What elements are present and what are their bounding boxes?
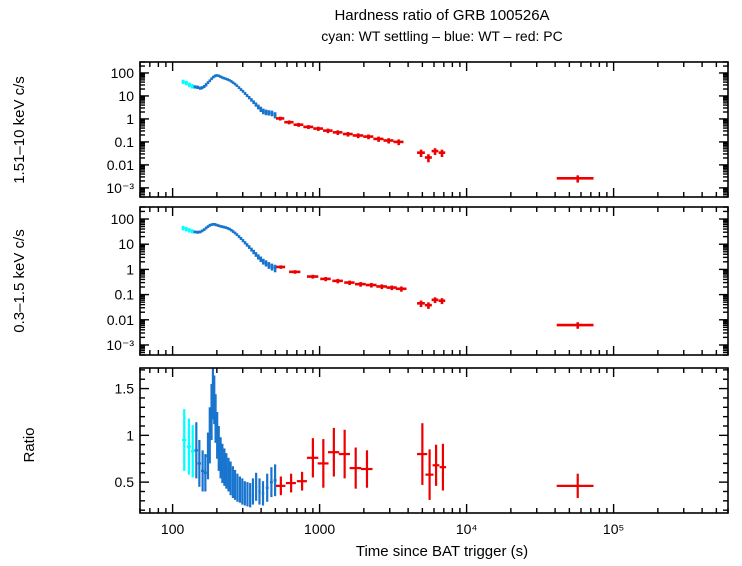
- x-tick-label: 100: [161, 521, 185, 537]
- y-tick-label: 10⁻³: [106, 337, 134, 353]
- y-tick-label: 100: [111, 211, 135, 227]
- panel-top: 100 10 1 0.1 0.01 10⁻³: [106, 61, 729, 198]
- y-tick-label: 1: [126, 261, 134, 277]
- x-tick-label: 10⁵: [603, 521, 624, 537]
- y-axis-label-bottom: Ratio: [21, 427, 38, 462]
- series-wt-settling: [181, 225, 194, 234]
- series-pc: [276, 265, 594, 329]
- y-tick-label: 0.1: [115, 134, 135, 150]
- y-tick-labels-bottom: 0.5 1 1.5: [115, 381, 135, 491]
- series-pc: [275, 423, 594, 500]
- y-tick-label: 1: [126, 427, 134, 443]
- y-tick-label: 1: [126, 111, 134, 127]
- y-tick-label: 0.1: [115, 287, 135, 303]
- y-tick-labels-middle: 100 10 1 0.1 0.01 10⁻³: [106, 211, 134, 353]
- series-wt: [194, 368, 277, 508]
- x-tick-labels: 100 1000 10⁴ 10⁵: [161, 521, 624, 537]
- series-wt-settling: [181, 79, 194, 89]
- panel-middle: 100 10 1 0.1 0.01 10⁻³: [106, 206, 729, 356]
- y-tick-label: 10: [118, 236, 134, 252]
- series-wt-settling: [182, 409, 195, 478]
- series-wt: [193, 74, 277, 119]
- ticks-bottom: [139, 368, 729, 513]
- ticks-middle: [139, 206, 729, 356]
- x-axis-label: Time since BAT trigger (s): [356, 543, 528, 560]
- y-axis-label-top: 1.51–10 keV c/s: [11, 76, 28, 184]
- figure-title: Hardness ratio of GRB 100526A: [334, 7, 549, 24]
- series-wt: [193, 222, 277, 273]
- y-tick-labels-top: 100 10 1 0.1 0.01 10⁻³: [106, 65, 134, 196]
- y-tick-label: 100: [111, 65, 135, 81]
- panel-bottom: 0.5 1 1.5: [115, 367, 729, 514]
- y-tick-label: 10: [118, 88, 134, 104]
- y-axis-label-middle: 0.3–1.5 keV c/s: [11, 229, 28, 332]
- x-tick-label: 1000: [304, 521, 335, 537]
- figure-legend-text: cyan: WT settling – blue: WT – red: PC: [321, 28, 562, 44]
- ticks-top: [139, 61, 729, 198]
- series-pc: [275, 116, 594, 183]
- y-tick-label: 0.01: [107, 157, 134, 173]
- panels-group: 100 10 1 0.1 0.01 10⁻³ 100 10 1 0.1 0.01 10⁻³ 0.5 1 1.…: [106, 61, 729, 514]
- y-tick-label: 0.01: [107, 312, 134, 328]
- x-tick-label: 10⁴: [456, 521, 478, 537]
- y-tick-label: 0.5: [115, 474, 135, 490]
- y-tick-label: 10⁻³: [106, 180, 134, 196]
- y-tick-label: 1.5: [115, 381, 135, 397]
